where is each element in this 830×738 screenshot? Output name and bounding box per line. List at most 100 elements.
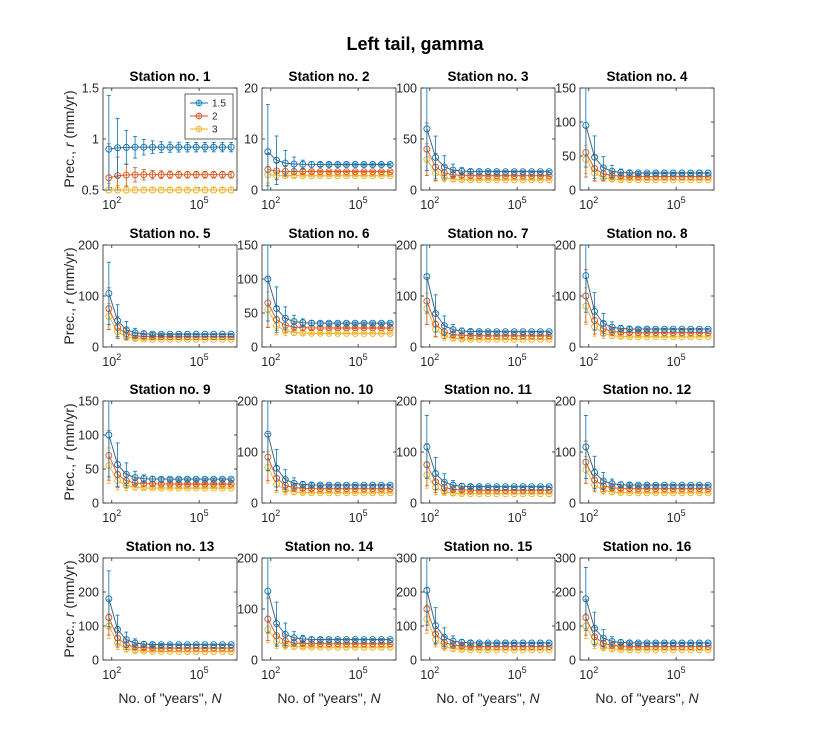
panel-title: Station no. 1 [130, 69, 211, 84]
data-point [440, 633, 448, 641]
data-point [273, 620, 281, 628]
data-point [290, 318, 298, 326]
data-point [386, 329, 394, 337]
data-point [423, 273, 431, 281]
data-point [334, 329, 342, 337]
x-tick-label: 105 [349, 195, 368, 212]
data-point [264, 275, 272, 283]
x-tick-label: 102 [420, 665, 439, 682]
fit-curve [267, 278, 391, 324]
data-point [218, 480, 226, 488]
y-tick-label: 200 [78, 239, 99, 253]
x-tick-label: 102 [420, 508, 439, 525]
x-tick-label: 105 [508, 665, 527, 682]
panel-title: Station no. 7 [448, 226, 529, 241]
data-point [105, 145, 113, 153]
data-point [192, 480, 200, 488]
data-point [122, 470, 130, 478]
data-point [591, 469, 599, 476]
legend-marker [195, 125, 203, 133]
data-point [369, 168, 377, 176]
y-tick-label: 0 [92, 497, 99, 511]
panel-title: Station no. 4 [607, 69, 688, 84]
data-point [423, 443, 431, 451]
data-point [582, 443, 590, 451]
fit-curve [585, 125, 709, 174]
x-axis-label: No. of "years", N [595, 690, 699, 706]
panel-title: Station no. 9 [130, 382, 211, 397]
y-tick-label: 0 [251, 654, 258, 668]
x-tick-label: 102 [102, 352, 121, 369]
axes-box [102, 557, 238, 661]
x-tick-label: 102 [420, 352, 439, 369]
data-point [591, 307, 599, 315]
data-point [192, 186, 200, 194]
legend-box [184, 93, 234, 140]
data-point [608, 167, 616, 175]
data-point [334, 168, 342, 176]
panel-title: Station no. 13 [126, 539, 215, 554]
y-tick-label: 300 [396, 552, 417, 566]
data-point [105, 595, 113, 603]
panel-title: Station no. 11 [444, 382, 532, 397]
y-tick-label: 200 [555, 239, 576, 253]
data-point [377, 324, 385, 332]
data-point [449, 637, 457, 645]
fit-curve [585, 598, 709, 644]
y-tick-label: 20 [244, 82, 258, 96]
y-tick-label: 0 [251, 497, 258, 511]
data-point [157, 171, 165, 179]
legend-label: 3 [212, 125, 218, 136]
x-tick-label: 105 [667, 195, 686, 212]
x-tick-label: 105 [667, 352, 686, 369]
y-tick-label: 0 [251, 341, 258, 355]
data-point [591, 153, 599, 161]
y-axis-label: Prec., r (mm/yr) [61, 90, 77, 187]
data-point [377, 168, 385, 176]
data-point [316, 329, 324, 337]
x-tick-label: 105 [190, 352, 209, 369]
data-point [281, 630, 289, 638]
y-tick-label: 100 [78, 290, 99, 304]
data-point [122, 186, 130, 194]
y-tick-label: 300 [555, 552, 576, 566]
data-point [432, 622, 440, 629]
data-point [608, 637, 616, 645]
data-point [290, 634, 298, 642]
data-point [386, 168, 394, 176]
x-tick-label: 102 [102, 195, 121, 212]
data-point [149, 186, 156, 194]
data-point [423, 586, 431, 594]
x-tick-label: 105 [349, 665, 368, 682]
data-point [432, 470, 440, 477]
x-axis-label: No. of "years", N [118, 690, 222, 706]
legend-label: 1.5 [212, 99, 226, 110]
fit-curve [108, 434, 232, 480]
y-tick-label: 0 [569, 184, 576, 198]
y-tick-label: 0 [410, 184, 417, 198]
data-point [608, 323, 616, 331]
data-point [131, 186, 139, 194]
panel-title: Station no. 2 [289, 69, 370, 84]
data-point [149, 171, 156, 179]
y-tick-label: 150 [237, 239, 258, 253]
y-tick-label: 100 [396, 446, 417, 460]
data-point [140, 171, 148, 179]
data-point [210, 186, 218, 194]
data-point [218, 186, 226, 194]
y-tick-label: 0 [569, 497, 576, 511]
data-point [369, 324, 377, 332]
data-point [423, 125, 431, 133]
fit-curve [267, 591, 391, 640]
data-point [140, 186, 148, 194]
data-point [343, 168, 350, 176]
data-point [166, 171, 174, 179]
panel-title: Station no. 6 [289, 226, 370, 241]
y-tick-label: 0 [410, 654, 417, 668]
y-tick-label: 0 [251, 184, 258, 198]
data-point [377, 329, 385, 337]
data-point [227, 186, 235, 194]
y-axis-label: Prec., r (mm/yr) [61, 247, 77, 344]
x-tick-label: 105 [508, 195, 527, 212]
